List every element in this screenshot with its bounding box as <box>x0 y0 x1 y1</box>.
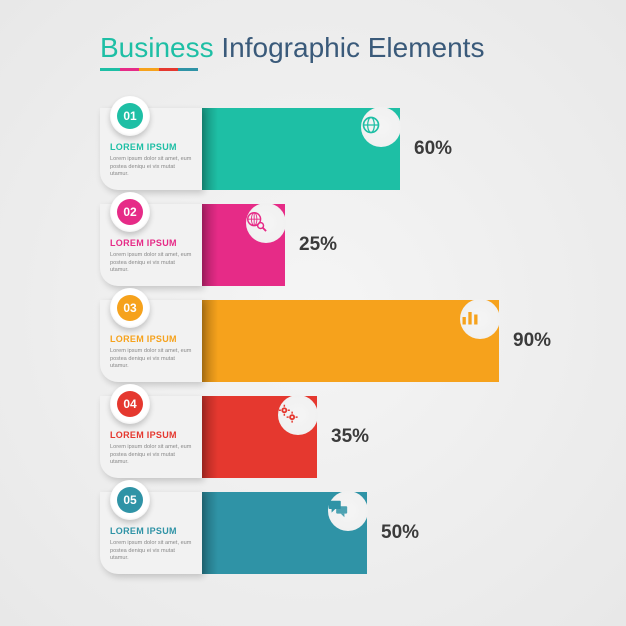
row-badge: 01 <box>110 96 150 136</box>
gears-icon <box>277 402 299 424</box>
row-bar <box>202 204 285 286</box>
row-card: 01 LOREM IPSUM Lorem ipsum dolor sit ame… <box>100 108 202 190</box>
row-title: LOREM IPSUM <box>110 430 177 440</box>
row-bar <box>202 396 317 478</box>
globe-search-icon <box>245 210 267 232</box>
underline-seg <box>100 68 120 71</box>
row-card: 04 LOREM IPSUM Lorem ipsum dolor sit ame… <box>100 396 202 478</box>
title-word-1: Business <box>100 32 214 63</box>
row-number: 03 <box>117 295 143 321</box>
globe-icon <box>360 114 382 136</box>
bars-icon <box>459 306 481 328</box>
row-title: LOREM IPSUM <box>110 526 177 536</box>
row-badge: 05 <box>110 480 150 520</box>
chat-icon <box>327 498 349 520</box>
row-description: Lorem ipsum dolor sit amet, eum postea d… <box>110 348 194 371</box>
row-percent: 90% <box>513 330 551 352</box>
row-title: LOREM IPSUM <box>110 238 177 248</box>
row-description: Lorem ipsum dolor sit amet, eum postea d… <box>110 252 194 275</box>
row-card: 05 LOREM IPSUM Lorem ipsum dolor sit ame… <box>100 492 202 574</box>
row-percent: 50% <box>381 522 419 544</box>
row-card: 03 LOREM IPSUM Lorem ipsum dolor sit ame… <box>100 300 202 382</box>
row-number: 01 <box>117 103 143 129</box>
row-number: 02 <box>117 199 143 225</box>
row-percent: 60% <box>414 138 452 160</box>
row-badge: 02 <box>110 192 150 232</box>
row-badge: 03 <box>110 288 150 328</box>
row-number: 05 <box>117 487 143 513</box>
row-title: LOREM IPSUM <box>110 142 177 152</box>
row-bar <box>202 108 400 190</box>
row-bar <box>202 300 499 382</box>
title-word-2: Infographic <box>221 32 360 63</box>
row-card: 02 LOREM IPSUM Lorem ipsum dolor sit ame… <box>100 204 202 286</box>
underline-seg <box>159 68 179 71</box>
underline-seg <box>178 68 198 71</box>
row-percent: 25% <box>299 234 337 256</box>
title-underline <box>100 68 198 71</box>
row-percent: 35% <box>331 426 369 448</box>
row-description: Lorem ipsum dolor sit amet, eum postea d… <box>110 540 194 563</box>
header: Business Infographic Elements <box>100 32 484 71</box>
row-badge: 04 <box>110 384 150 424</box>
row-title: LOREM IPSUM <box>110 334 177 344</box>
row-bar <box>202 492 367 574</box>
underline-seg <box>120 68 140 71</box>
row-number: 04 <box>117 391 143 417</box>
underline-seg <box>139 68 159 71</box>
row-description: Lorem ipsum dolor sit amet, eum postea d… <box>110 156 194 179</box>
page-title: Business Infographic Elements <box>100 32 484 64</box>
title-word-3: Elements <box>368 32 485 63</box>
row-description: Lorem ipsum dolor sit amet, eum postea d… <box>110 444 194 467</box>
